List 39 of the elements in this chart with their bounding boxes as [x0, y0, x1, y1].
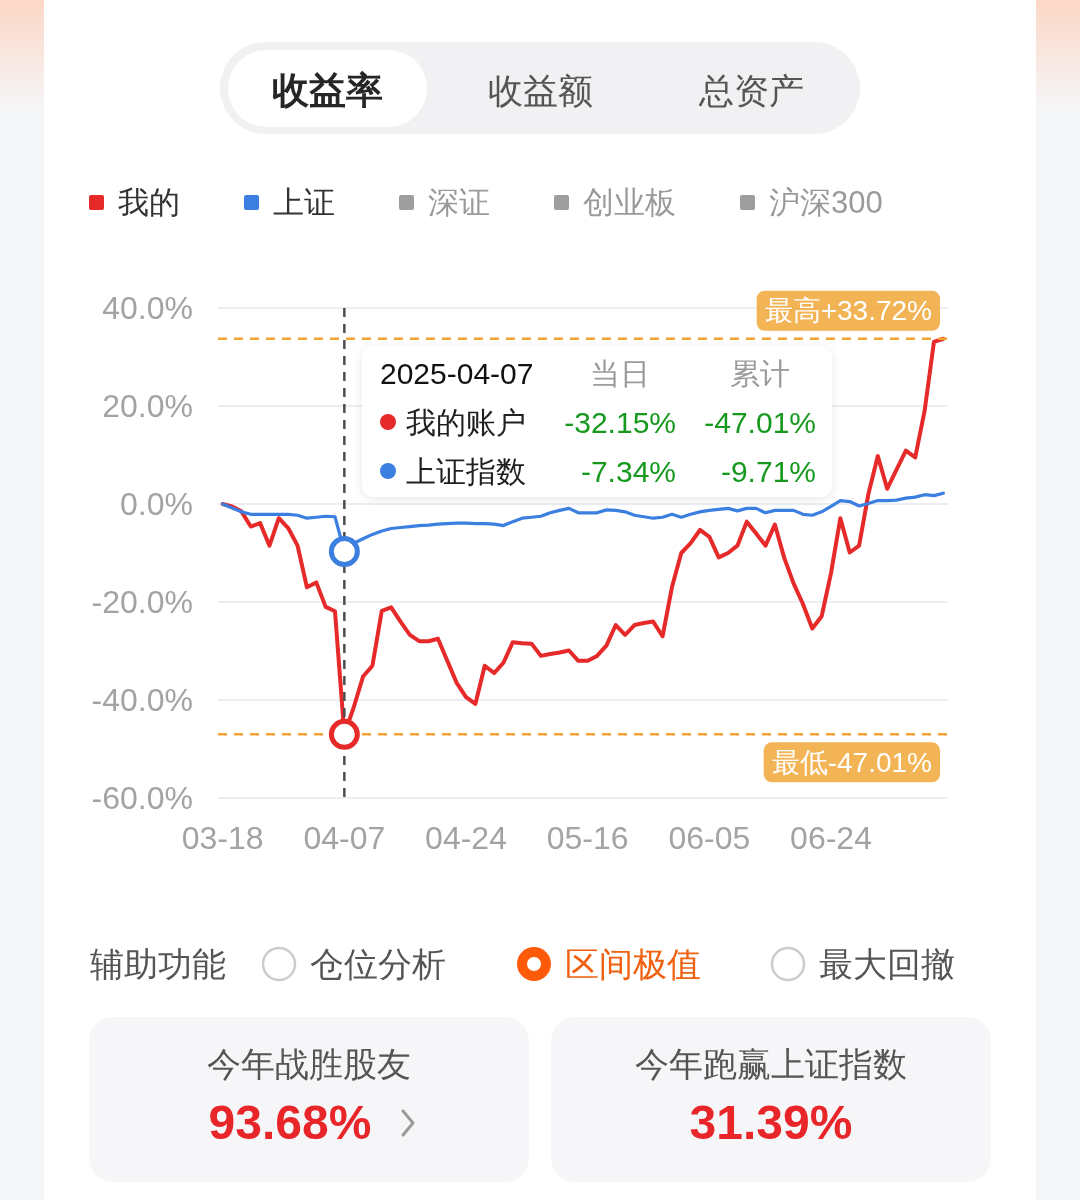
annotation: -7.34% — [580, 454, 676, 488]
y-tick-label: -60.0% — [91, 780, 193, 816]
text: 今年战胜股友 — [207, 1045, 411, 1083]
annotation: 我的账户 — [406, 405, 526, 439]
annotation: -32.15% — [564, 405, 676, 439]
x-tick-label: 04-07 — [303, 820, 386, 856]
annotation: 当日 — [590, 356, 650, 390]
text: 今年跑赢上证指数 — [635, 1045, 907, 1083]
text: 区间极值 — [565, 945, 701, 983]
annotation: -47.01% — [704, 405, 816, 439]
y-tick-label: 40.0% — [102, 290, 193, 326]
x-tick-label: 03-18 — [181, 820, 264, 856]
y-tick-label: -40.0% — [91, 682, 193, 718]
legend-label: 上证 — [273, 184, 335, 220]
text: 仓位分析 — [310, 945, 446, 983]
annotation: 上证指数 — [406, 454, 526, 488]
legend-label: 我的 — [118, 184, 180, 220]
tab-label: 总资产 — [698, 70, 804, 110]
ref-line-label: 最低-47.01% — [771, 746, 932, 778]
legend-label: 深证 — [428, 184, 490, 220]
y-tick-label: 0.0% — [120, 486, 193, 522]
y-tick-label: 20.0% — [102, 388, 193, 424]
legend-label: 创业板 — [583, 184, 676, 220]
x-tick-label: 06-05 — [668, 820, 751, 856]
y-tick-label: -20.0% — [91, 584, 193, 620]
text: 辅助功能 — [90, 945, 226, 983]
text: 93.68% — [208, 1095, 372, 1149]
tab-selected: 收益率 — [228, 50, 427, 127]
annotation: -9.71% — [720, 454, 816, 488]
text: 最大回撤 — [819, 945, 955, 983]
legend-label: 沪深300 — [769, 184, 883, 220]
x-tick-label: 05-16 — [546, 820, 629, 856]
annotation: 累计 — [730, 356, 790, 390]
x-tick-label: 06-24 — [790, 820, 872, 856]
ref-line-label: 最高+33.72% — [764, 295, 932, 327]
tab-label: 收益额 — [487, 70, 593, 110]
x-tick-label: 04-24 — [425, 820, 507, 856]
annotation: 2025-04-07 — [380, 356, 534, 390]
text: 31.39% — [689, 1095, 853, 1149]
